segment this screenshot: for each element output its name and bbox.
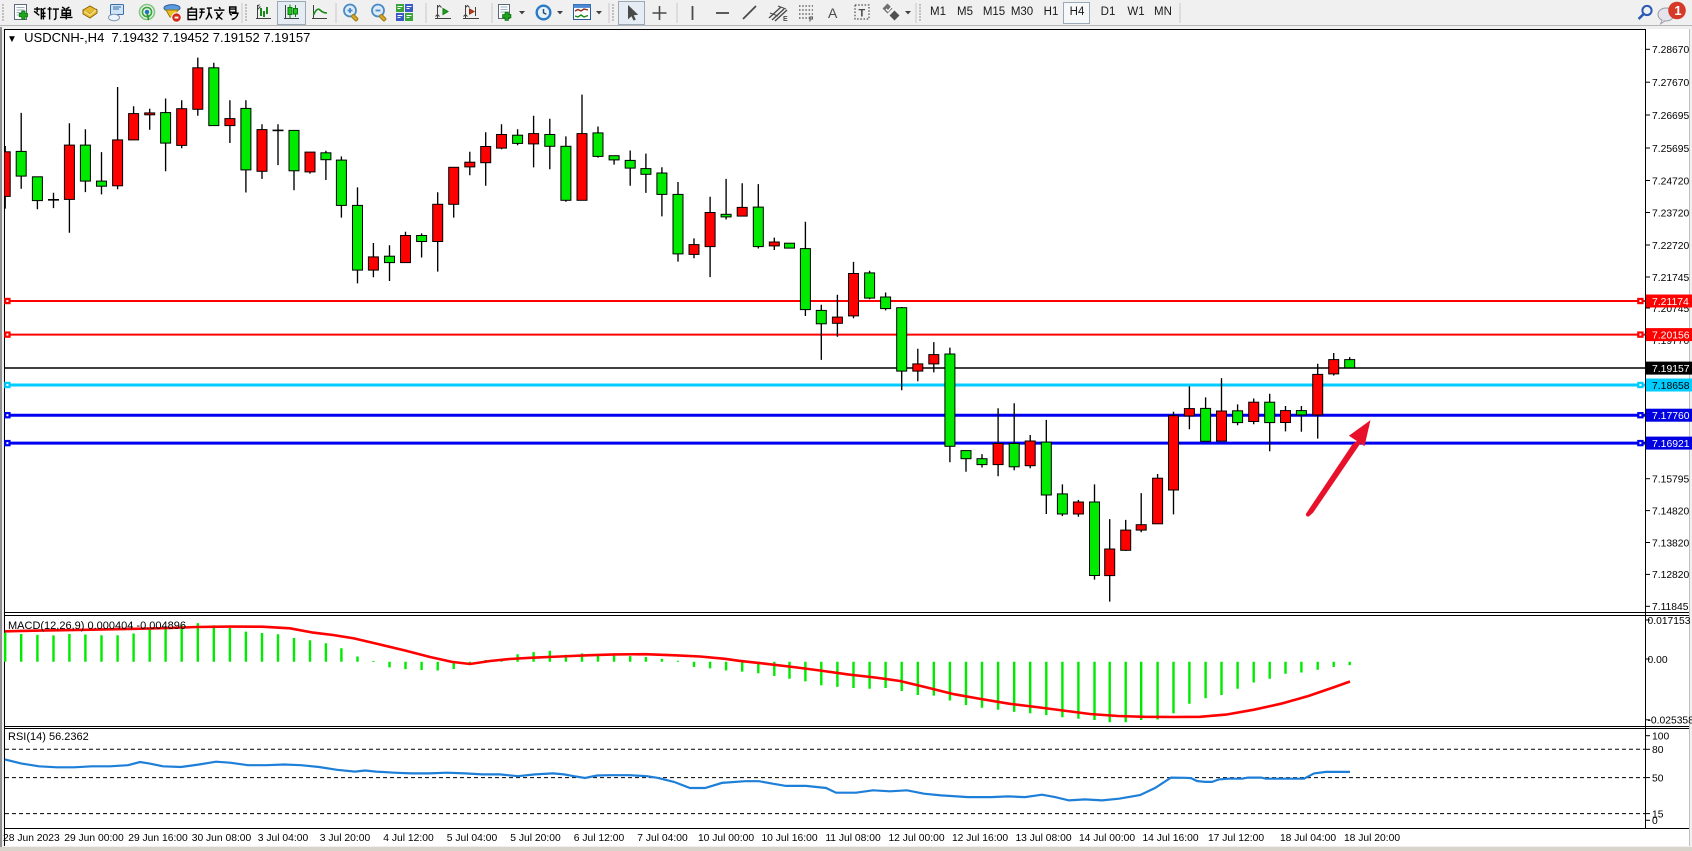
svg-text:1: 1 [1674, 3, 1681, 18]
svg-text:7.17760: 7.17760 [1652, 411, 1690, 422]
svg-text:7.11845: 7.11845 [1652, 602, 1689, 613]
svg-text:0.00: 0.00 [1648, 655, 1668, 666]
svg-text:7.19157: 7.19157 [1652, 364, 1690, 375]
svg-text:E: E [783, 16, 788, 23]
svg-text:100: 100 [1652, 732, 1669, 743]
svg-text:7.18658: 7.18658 [1652, 381, 1690, 392]
svg-text:0.017153: 0.017153 [1648, 616, 1691, 627]
svg-text:7.21174: 7.21174 [1652, 297, 1689, 308]
svg-text:7.24720: 7.24720 [1652, 176, 1689, 187]
svg-text:7.19770: 7.19770 [1652, 336, 1689, 347]
svg-text:F: F [809, 17, 814, 24]
svg-text:7.20156: 7.20156 [1652, 330, 1690, 341]
svg-text:7.25695: 7.25695 [1652, 144, 1689, 155]
svg-text:50: 50 [1652, 773, 1664, 784]
svg-text:7.27670: 7.27670 [1652, 78, 1689, 89]
svg-text:A: A [828, 5, 838, 21]
svg-text:0: 0 [1652, 816, 1658, 827]
svg-text:7.14820: 7.14820 [1652, 506, 1689, 517]
svg-text:-0.025358: -0.025358 [1648, 716, 1692, 727]
svg-text:7.28670: 7.28670 [1652, 45, 1689, 56]
svg-text:80: 80 [1652, 745, 1664, 756]
svg-text:7.13820: 7.13820 [1652, 538, 1689, 549]
svg-text:7.22720: 7.22720 [1652, 241, 1689, 252]
svg-text:7.15795: 7.15795 [1652, 475, 1689, 486]
svg-text:7.20745: 7.20745 [1652, 304, 1689, 315]
svg-text:15: 15 [1652, 809, 1664, 820]
svg-text:7.16921: 7.16921 [1652, 439, 1690, 450]
svg-text:7.26695: 7.26695 [1652, 111, 1689, 122]
svg-text:7.21745: 7.21745 [1652, 273, 1689, 284]
svg-text:7.12820: 7.12820 [1652, 570, 1689, 581]
svg-text:T: T [859, 8, 866, 20]
svg-text:7.23720: 7.23720 [1652, 208, 1689, 219]
